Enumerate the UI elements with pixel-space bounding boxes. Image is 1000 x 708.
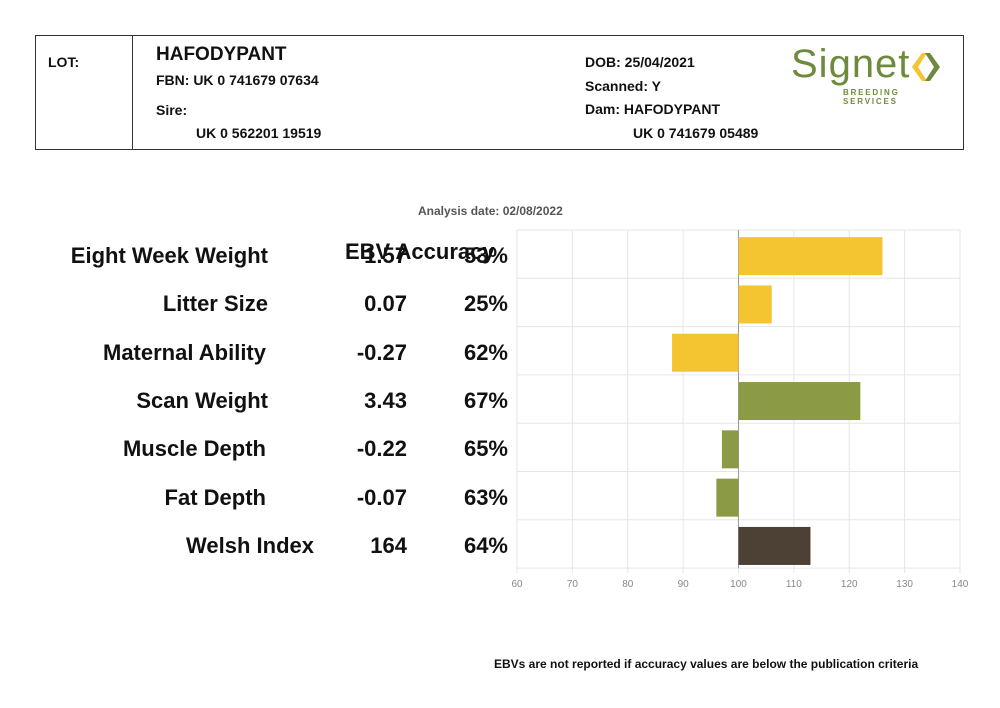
accuracy-value: 25% (463, 291, 508, 317)
bar-litter-size (738, 285, 772, 324)
sire-label: Sire: (156, 102, 188, 118)
trait-label: Scan Weight (136, 388, 268, 414)
ebv-value: 3.43 (364, 388, 407, 414)
x-tick-label: 80 (622, 579, 634, 590)
trait-label: Welsh Index (186, 532, 314, 558)
ebv-value: 0.07 (364, 291, 407, 317)
logo-wordmark: Signet (791, 42, 911, 86)
trait-label: Muscle Depth (122, 436, 266, 462)
bar-fat-depth (716, 478, 739, 517)
sire-id: UK 0 562201 19519 (196, 125, 322, 141)
bar-welsh-index (738, 526, 811, 565)
accuracy-value: 64% (463, 532, 508, 558)
x-tick-label: 60 (511, 579, 523, 590)
trait-label: Maternal Ability (103, 339, 266, 365)
x-tick-label: 70 (567, 579, 579, 590)
accuracy-value: 63% (463, 484, 508, 510)
footnote: EBVs are not reported if accuracy values… (494, 657, 919, 671)
analysis-date: Analysis date: 02/08/2022 (418, 204, 563, 218)
trait-label: Eight Week Weight (70, 243, 268, 269)
animal-header: LOT: HAFODYPANT FBN: UK 0 741679 07634 S… (35, 35, 964, 150)
ebv-value: -0.22 (356, 436, 407, 462)
column-header: EBV Accuracy (345, 239, 495, 264)
dob-text: DOB: 25/04/2021 (585, 54, 695, 70)
logo-subtitle: BREEDING SERVICES (843, 88, 900, 106)
bar-eight-week-weight (738, 237, 883, 276)
accuracy-value: 65% (463, 436, 508, 462)
scanned-text: Scanned: Y (585, 78, 661, 94)
ebv-value: -0.07 (356, 484, 407, 510)
bar-muscle-depth (721, 430, 739, 469)
dam-id: UK 0 741679 05489 (633, 125, 759, 141)
accuracy-value: 62% (463, 339, 508, 365)
signet-logo: Signet BREEDING SERVICES (791, 42, 951, 106)
trait-label: Litter Size (162, 291, 268, 317)
bar-maternal-ability (672, 333, 739, 372)
logo-chevrons-icon (912, 53, 940, 81)
animal-name: HAFODYPANT (156, 44, 287, 65)
dam-text: Dam: HAFODYPANT (585, 101, 721, 117)
x-tick-label: 100 (730, 579, 747, 590)
x-tick-label: 120 (841, 579, 858, 590)
accuracy-value: 67% (463, 388, 508, 414)
ebv-value: -0.27 (356, 339, 407, 365)
ebv-value: 1.57 (364, 243, 407, 269)
accuracy-value: 53% (463, 243, 508, 269)
bar-scan-weight (738, 382, 861, 421)
trait-label: Fat Depth (164, 484, 266, 510)
x-tick-label: 140 (952, 579, 969, 590)
x-tick-label: 130 (896, 579, 913, 590)
x-tick-label: 110 (786, 579, 802, 590)
lot-label: LOT: (48, 54, 80, 70)
header-divider (132, 36, 133, 149)
ebv-value: 164 (370, 532, 407, 558)
fbn-text: FBN: UK 0 741679 07634 (156, 72, 319, 88)
x-tick-label: 90 (678, 579, 690, 590)
